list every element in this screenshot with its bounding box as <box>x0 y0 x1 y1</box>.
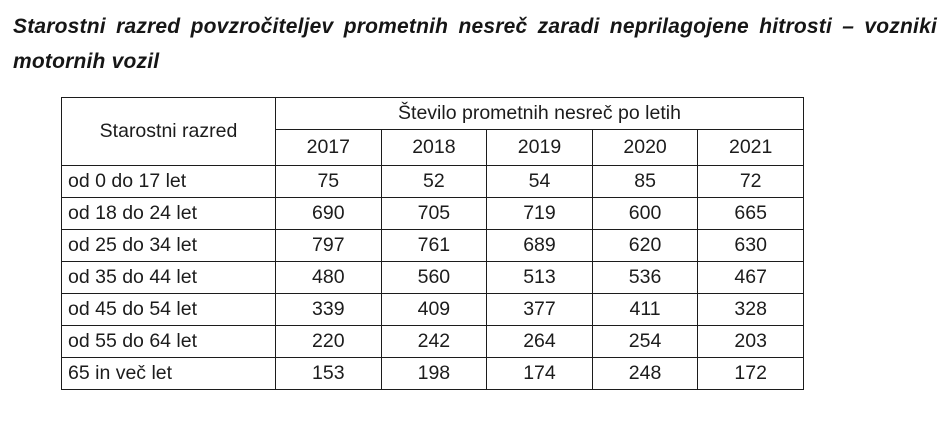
row-label: od 35 do 44 let <box>61 261 276 294</box>
cell-value: 665 <box>697 197 804 230</box>
cell-value: 560 <box>380 261 488 294</box>
table-header-row-group: Starostni razred Število prometnih nesre… <box>61 97 804 166</box>
cell-value: 620 <box>591 229 699 262</box>
document-title-line-1: Starostni razred povzročiteljev prometni… <box>13 15 937 38</box>
cell-value: 264 <box>486 325 593 358</box>
cell-value: 797 <box>275 229 382 262</box>
cell-value: 52 <box>380 165 488 198</box>
cell-value: 600 <box>591 197 699 230</box>
year-header-2017: 2017 <box>275 129 382 166</box>
cell-value: 248 <box>591 357 699 390</box>
table-row: od 55 do 64 let 220 242 264 254 203 <box>61 325 804 358</box>
cell-value: 220 <box>275 325 382 358</box>
cell-value: 689 <box>486 229 593 262</box>
cell-value: 536 <box>591 261 699 294</box>
row-label: od 25 do 34 let <box>61 229 276 262</box>
table-row: od 18 do 24 let 690 705 719 600 665 <box>61 197 804 230</box>
cell-value: 705 <box>380 197 488 230</box>
year-header-2019: 2019 <box>486 129 593 166</box>
table-row: od 45 do 54 let 339 409 377 411 328 <box>61 293 804 326</box>
table-row: od 0 do 17 let 75 52 54 85 72 <box>61 165 804 198</box>
cell-value: 630 <box>697 229 804 262</box>
cell-value: 480 <box>275 261 382 294</box>
row-label: od 18 do 24 let <box>61 197 276 230</box>
cell-value: 513 <box>486 261 593 294</box>
cell-value: 75 <box>275 165 382 198</box>
table-row: od 35 do 44 let 480 560 513 536 467 <box>61 261 804 294</box>
cell-value: 690 <box>275 197 382 230</box>
row-header-label: Starostni razred <box>61 97 276 166</box>
row-label: od 55 do 64 let <box>61 325 276 358</box>
year-header-2018: 2018 <box>380 129 488 166</box>
cell-value: 411 <box>591 293 699 326</box>
cell-value: 377 <box>486 293 593 326</box>
cell-value: 54 <box>486 165 593 198</box>
cell-value: 198 <box>380 357 488 390</box>
cell-value: 467 <box>697 261 804 294</box>
cell-value: 409 <box>380 293 488 326</box>
cell-value: 719 <box>486 197 593 230</box>
cell-value: 761 <box>380 229 488 262</box>
column-group-header: Število prometnih nesreč po letih <box>275 97 804 130</box>
year-header-2020: 2020 <box>591 129 699 166</box>
cell-value: 328 <box>697 293 804 326</box>
row-label: od 0 do 17 let <box>61 165 276 198</box>
cell-value: 242 <box>380 325 488 358</box>
document-title-line-2: motornih vozil <box>13 50 160 73</box>
table-header-row-years: 2017 2018 2019 2020 2021 <box>62 129 804 166</box>
cell-value: 72 <box>697 165 804 198</box>
row-label: od 45 do 54 let <box>61 293 276 326</box>
cell-value: 153 <box>275 357 382 390</box>
document-title: Starostni razred povzročiteljev prometni… <box>13 9 937 79</box>
cell-value: 339 <box>275 293 382 326</box>
cell-value: 174 <box>486 357 593 390</box>
cell-value: 254 <box>591 325 699 358</box>
cell-value: 85 <box>591 165 699 198</box>
cell-value: 203 <box>697 325 804 358</box>
table-row: 65 in več let 153 198 174 248 172 <box>61 357 804 390</box>
table-row: od 25 do 34 let 797 761 689 620 630 <box>61 229 804 262</box>
row-label: 65 in več let <box>61 357 276 390</box>
accidents-by-age-table: Starostni razred Število prometnih nesre… <box>61 97 804 390</box>
year-header-2021: 2021 <box>697 129 804 166</box>
cell-value: 172 <box>697 357 804 390</box>
